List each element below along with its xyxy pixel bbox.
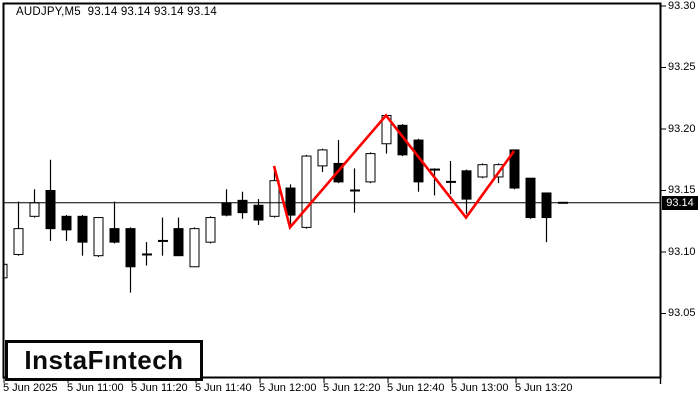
candle-body [125,228,136,268]
time-axis-label: 5 Jun 2025 [3,382,58,394]
candle-body [477,164,488,178]
candle-body [541,192,552,219]
candle-body [301,155,312,228]
price-axis-label: 93.20 [668,122,696,135]
candle-doji-dash [350,189,360,192]
plot-border [2,2,662,379]
candle-doji-dash [430,168,440,171]
candle-body [93,217,104,257]
candle-body [45,190,56,230]
zigzag-line [272,113,516,231]
time-axis-label: 5 Jun 13:00 [451,382,509,394]
instafintech-logo: InstaFıntech [5,340,203,381]
time-axis-label: 5 Jun 13:20 [515,382,573,394]
candle-body [317,149,328,167]
symbol-ohlc-title: AUDJPY,M5 93.14 93.14 93.14 93.14 [16,6,217,18]
price-axis-label: 93.15 [668,184,696,196]
time-axis-label: 5 Jun 11:20 [131,382,188,394]
candle-body [3,263,8,279]
candle-body [205,217,216,243]
candle-body [61,215,72,231]
candle-body [237,199,248,214]
candle-body [525,177,536,219]
time-axis-label: 5 Jun 12:20 [323,382,381,394]
candle-body [109,228,120,243]
time-axis-label: 5 Jun 11:40 [195,382,252,394]
time-axis-label: 5 Jun 11:00 [67,382,124,394]
price-axis-label: 93.30 [668,0,696,12]
candle-body [29,202,40,217]
candle-doji-dash [142,253,152,256]
price-axis-label: 93.05 [668,307,696,319]
candle-body [397,124,408,156]
candle-doji-dash [158,239,168,242]
time-axis-label: 5 Jun 12:00 [259,382,317,394]
candle-body [173,228,184,257]
candle-body [189,228,200,268]
candle-body [509,149,520,189]
candle-body [221,202,232,216]
price-axis-label: 93.25 [668,61,696,73]
candle-body [77,215,88,243]
current-price-badge: 93.14 [662,196,698,210]
time-axis-label: 5 Jun 12:40 [387,382,445,394]
candle-body [461,170,472,200]
price-axis-label: 93.10 [668,245,696,258]
candle-body [253,204,264,221]
logo-text: InstaFıntech [24,345,184,375]
candle-body [13,228,24,255]
candle-body [269,180,280,217]
candle-body [285,187,296,216]
candle-doji-dash [446,180,456,183]
candle-body [365,153,376,183]
